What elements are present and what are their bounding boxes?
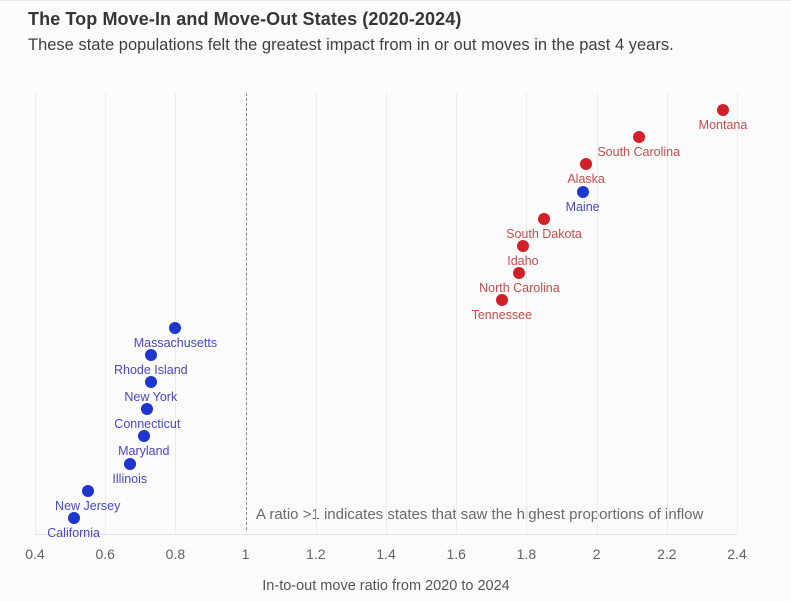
point-label: Illinois	[112, 471, 148, 486]
point-label: Montana	[698, 118, 748, 132]
point-label: South Carolina	[597, 145, 681, 160]
point-label: Idaho	[507, 254, 539, 268]
scatter-point	[81, 484, 94, 497]
point-label: Alaska	[567, 172, 605, 187]
page-title: The Top Move-In and Move-Out States (202…	[28, 9, 462, 29]
point-label: Massachusetts	[133, 335, 218, 350]
reference-line	[245, 93, 247, 530]
scatter-point	[538, 212, 550, 225]
x-tick-label: 0.6	[95, 546, 115, 562]
x-gridline	[105, 93, 107, 534]
scatter-point	[123, 457, 136, 470]
x-axis-title: In-to-out move ratio from 2020 to 2024	[262, 578, 510, 594]
scatter-point	[513, 267, 526, 280]
x-gridline	[526, 93, 528, 534]
x-tick-label: 1.4	[376, 546, 396, 562]
x-tick-label: 2.4	[727, 546, 747, 562]
x-tick-label: 0.8	[165, 546, 186, 562]
scatter-point	[717, 104, 729, 116]
scatter-point	[141, 403, 154, 416]
scatter-point	[580, 158, 593, 171]
x-tick-label: 1	[241, 546, 250, 562]
annotation-note: A ratio >1 indicates states that saw the…	[256, 506, 704, 523]
scatter-point	[495, 294, 508, 307]
point-label: South Dakota	[506, 226, 582, 241]
x-tick-label: 0.4	[25, 546, 45, 562]
point-label: Maryland	[118, 444, 170, 459]
point-label: Rhode Island	[113, 362, 188, 377]
x-gridline	[737, 93, 738, 534]
x-axis-line	[35, 534, 737, 535]
scatter-point	[144, 376, 157, 388]
x-tick-label: 2.2	[657, 546, 677, 562]
page-subtitle: These state populations felt the greates…	[28, 36, 674, 54]
x-gridline	[386, 93, 387, 534]
chart-header: The Top Move-In and Move-Out States (202…	[28, 9, 768, 55]
scatter-point	[67, 512, 80, 524]
x-tick-label: 1.8	[516, 546, 537, 562]
scatter-point	[144, 348, 157, 361]
point-label: New York	[124, 390, 178, 404]
x-tick-label: 1.2	[306, 546, 326, 562]
scatter-point	[632, 131, 645, 144]
x-tick-label: 1.6	[446, 546, 466, 562]
x-tick-label: 2	[592, 546, 601, 562]
scatter-point	[137, 430, 150, 443]
x-gridline	[175, 93, 177, 534]
point-label: Tennessee	[471, 308, 533, 323]
point-label: California	[47, 526, 100, 540]
x-gridline	[315, 93, 317, 534]
x-gridline	[456, 93, 458, 534]
scatter-point	[576, 185, 589, 198]
point-label: Maine	[565, 199, 600, 214]
x-gridline	[596, 93, 598, 534]
point-label: New Jersey	[55, 498, 121, 513]
scatter-point	[516, 240, 529, 252]
scatter-point	[169, 321, 182, 334]
x-gridline	[35, 93, 36, 534]
x-gridline	[666, 93, 668, 534]
point-label: Connecticut	[114, 417, 181, 432]
point-label: North Carolina	[479, 281, 560, 296]
